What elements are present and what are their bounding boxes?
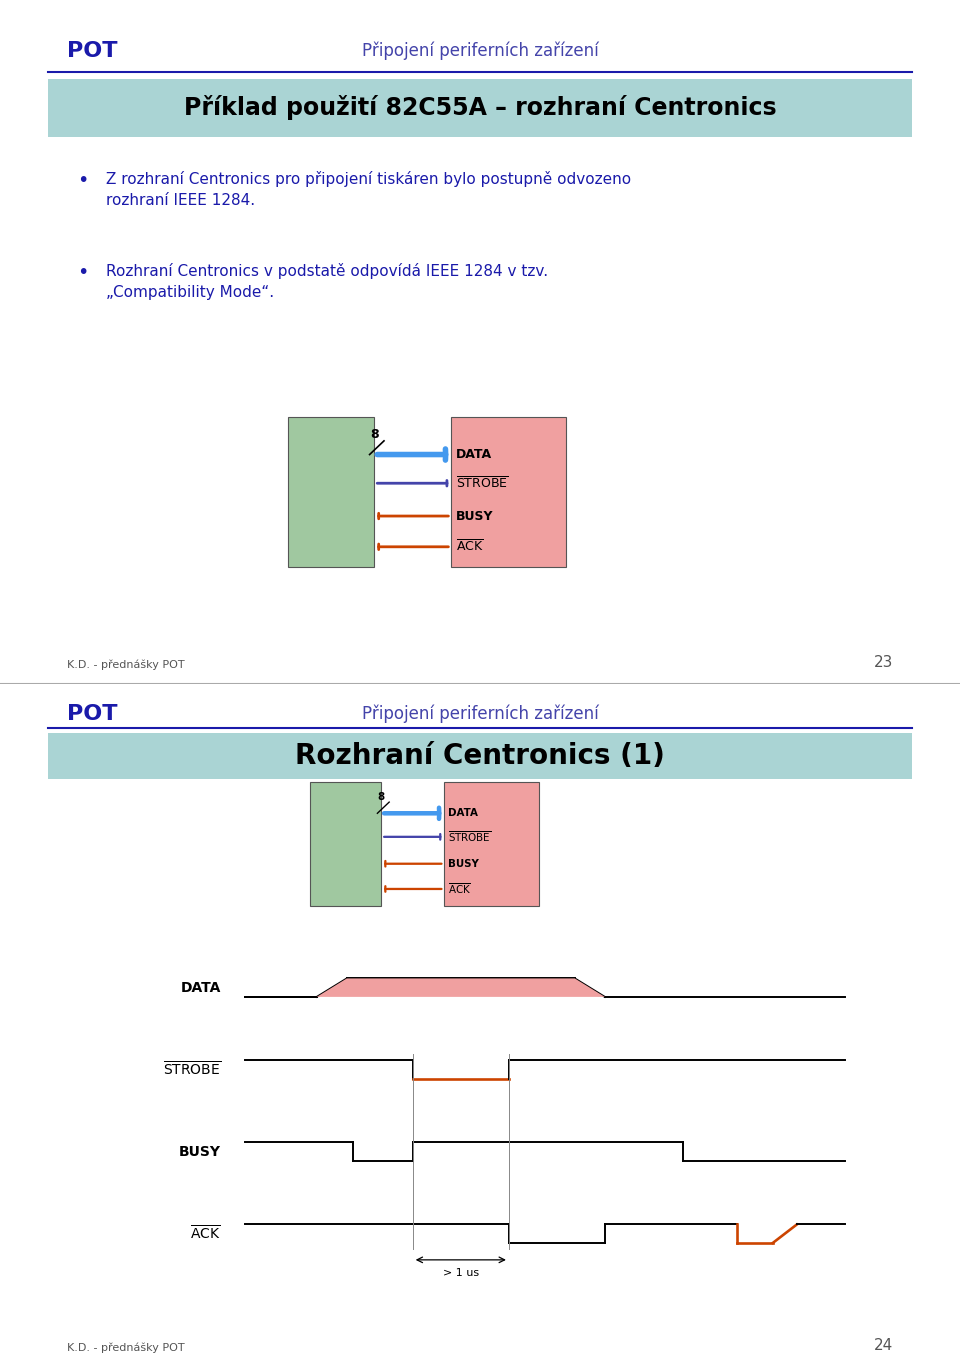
Text: K.D. - přednášky POT: K.D. - přednášky POT [67, 1342, 185, 1353]
Text: DATA: DATA [180, 980, 221, 995]
Text: Rozhraní Centronics (1): Rozhraní Centronics (1) [295, 742, 665, 770]
Text: BUSY: BUSY [456, 510, 493, 522]
Text: BUSY: BUSY [179, 1144, 221, 1159]
FancyBboxPatch shape [48, 733, 912, 779]
Text: $\overline{\mathsf{ACK}}$: $\overline{\mathsf{ACK}}$ [456, 539, 484, 555]
Text: DATA: DATA [448, 808, 478, 819]
Text: $\overline{\mathsf{STROBE}}$: $\overline{\mathsf{STROBE}}$ [162, 1061, 221, 1079]
Text: 8: 8 [377, 791, 385, 802]
Text: •: • [77, 171, 88, 190]
Text: POT: POT [67, 704, 118, 725]
Text: Rozhraní Centronics v podstatě odpovídá IEEE 1284 v tzv.
„Compatibility Mode“.: Rozhraní Centronics v podstatě odpovídá … [106, 262, 548, 301]
Text: Připojení periferních zařízení: Připojení periferních zařízení [362, 41, 598, 60]
FancyBboxPatch shape [310, 782, 381, 906]
Text: 8: 8 [371, 428, 378, 440]
FancyBboxPatch shape [288, 417, 374, 567]
Text: 24: 24 [874, 1338, 893, 1353]
Text: $\overline{\mathsf{STROBE}}$: $\overline{\mathsf{STROBE}}$ [448, 830, 492, 845]
FancyBboxPatch shape [444, 782, 539, 906]
Text: •: • [77, 262, 88, 282]
Text: POT: POT [67, 41, 118, 62]
Text: Připojení periferních zařízení: Připojení periferních zařízení [362, 704, 598, 723]
Text: $\overline{\mathsf{ACK}}$: $\overline{\mathsf{ACK}}$ [190, 1225, 221, 1243]
FancyBboxPatch shape [451, 417, 566, 567]
Text: $\overline{\mathsf{STROBE}}$: $\overline{\mathsf{STROBE}}$ [456, 476, 509, 491]
Text: BUSY: BUSY [448, 858, 479, 869]
Text: Z rozhraní Centronics pro připojení tiskáren bylo postupně odvozeno
rozhraní IEE: Z rozhraní Centronics pro připojení tisk… [106, 171, 631, 208]
Text: > 1 us: > 1 us [443, 1269, 479, 1278]
Text: Příklad použití 82C55A – rozhraní Centronics: Příklad použití 82C55A – rozhraní Centro… [183, 94, 777, 120]
Text: DATA: DATA [456, 448, 492, 461]
FancyBboxPatch shape [48, 78, 912, 137]
Text: K.D. - přednášky POT: K.D. - přednášky POT [67, 659, 185, 670]
Text: $\overline{\mathsf{ACK}}$: $\overline{\mathsf{ACK}}$ [448, 882, 471, 897]
Polygon shape [317, 979, 605, 997]
Text: 23: 23 [874, 655, 893, 670]
